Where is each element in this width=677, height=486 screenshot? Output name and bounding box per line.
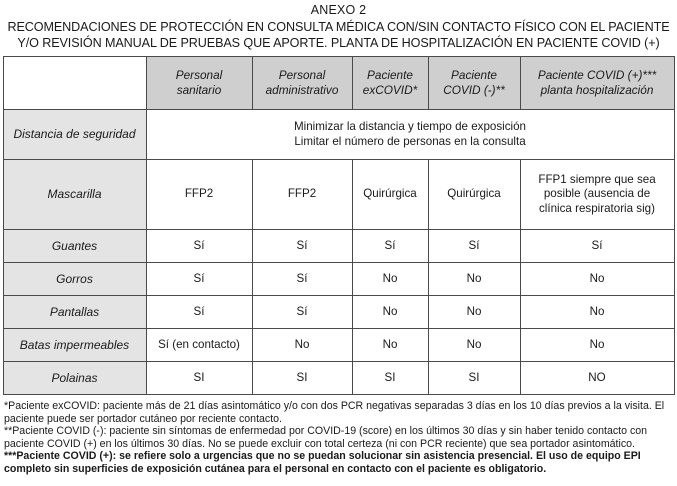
corner-cell	[2, 56, 147, 110]
column-header-paciente-covid-positivo: Paciente COVID (+)*** planta hospitaliza…	[519, 56, 675, 110]
row-header-mascarilla: Mascarilla	[2, 159, 147, 230]
cell-batas-paciente-covid-positivo: No	[519, 328, 675, 362]
column-header-line-2: sanitario	[176, 83, 222, 97]
column-header-personal-sanitario: Personal sanitario	[145, 56, 253, 110]
cell-distancia-merged: Minimizar la distancia y tiempo de expos…	[145, 109, 675, 160]
annex-label: ANEXO 2	[310, 3, 367, 17]
document-title-line-2: Y/O REVISIÓN MANUAL DE PRUEBAS QUE APORT…	[17, 36, 660, 50]
title-block: ANEXO 2 RECOMENDACIONES DE PROTECCIÓN EN…	[0, 0, 677, 51]
cell-line-2: posible (ausencia de	[543, 187, 651, 201]
footnote-line-2: equipo EPI completo sin superficies de e…	[4, 450, 641, 475]
cell-polainas-personal-administrativo: SI	[251, 361, 353, 395]
column-header-line-1: Paciente COVID (+)***	[537, 68, 657, 82]
document-title: RECOMENDACIONES DE PROTECCIÓN EN CONSULT…	[0, 18, 677, 51]
cell-line-1: Minimizar la distancia y tiempo de expos…	[294, 120, 526, 133]
cell-mascarilla-personal-administrativo: FFP2	[251, 159, 353, 230]
table-row: Mascarilla FFP2 FFP2 Quirúrgica Quirúrgi…	[2, 159, 675, 230]
table-row: Gorros Sí Sí No No No	[2, 262, 675, 296]
cell-pantallas-personal-administrativo: Sí	[251, 295, 353, 329]
cell-guantes-paciente-covid-positivo: Sí	[519, 229, 675, 263]
cell-mascarilla-paciente-covid-positivo: FFP1 siempre que sea posible (ausencia d…	[519, 159, 675, 230]
row-header-guantes: Guantes	[2, 229, 147, 263]
cell-pantallas-paciente-covid-positivo: No	[519, 295, 675, 329]
cell-polainas-paciente-excovid: SI	[351, 361, 429, 395]
cell-mascarilla-paciente-covid-negativo: Quirúrgica	[427, 159, 521, 230]
row-header-batas-impermeables: Batas impermeables	[2, 328, 147, 362]
cell-guantes-paciente-covid-negativo: Sí	[427, 229, 521, 263]
table-row: Distancia de seguridad Minimizar la dist…	[2, 109, 675, 160]
recommendations-table: Personal sanitario Personal administrati…	[2, 56, 675, 395]
column-header-line-1: Paciente	[367, 68, 413, 82]
cell-guantes-personal-sanitario: Sí	[145, 229, 253, 263]
cell-gorros-personal-administrativo: Sí	[251, 262, 353, 296]
cell-gorros-personal-sanitario: Sí	[145, 262, 253, 296]
column-header-personal-administrativo: Personal administrativo	[251, 56, 353, 110]
cell-batas-paciente-excovid: No	[351, 328, 429, 362]
cell-pantallas-paciente-excovid: No	[351, 295, 429, 329]
column-header-line-1: Paciente	[451, 68, 497, 82]
cell-mascarilla-paciente-excovid: Quirúrgica	[351, 159, 429, 230]
cell-line-1: FFP1 siempre que sea	[538, 172, 656, 186]
footnote-line-1: *Paciente exCOVID: paciente más de 21 dí…	[4, 400, 565, 412]
footnote-line-1: **Paciente COVID (-): paciente sin sínto…	[4, 425, 584, 438]
cell-gorros-paciente-covid-positivo: No	[519, 262, 675, 296]
table-row: Batas impermeables Sí (en contacto) No N…	[2, 328, 675, 362]
footnote-line-3: sea portador asintomático.	[510, 437, 635, 450]
cell-batas-paciente-covid-negativo: No	[427, 328, 521, 362]
column-header-line-2: administrativo	[265, 83, 339, 97]
footnotes: *Paciente exCOVID: paciente más de 21 dí…	[4, 400, 673, 476]
table-row: Guantes Sí Sí Sí Sí Sí	[2, 229, 675, 263]
cell-polainas-personal-sanitario: SI	[145, 361, 253, 395]
row-header-polainas: Polainas	[2, 361, 147, 395]
cell-gorros-paciente-covid-negativo: No	[427, 262, 521, 296]
cell-guantes-paciente-excovid: Sí	[351, 229, 429, 263]
column-header-line-2: exCOVID*	[362, 83, 418, 97]
footnote-line-2: contacto con paciente COVID (+) en los ú…	[4, 425, 648, 450]
footnote-covid-negativo: **Paciente COVID (-): paciente sin sínto…	[4, 425, 673, 450]
footnote-excovid: *Paciente exCOVID: paciente más de 21 dí…	[4, 400, 673, 425]
cell-guantes-personal-administrativo: Sí	[251, 229, 353, 263]
cell-batas-personal-administrativo: No	[251, 328, 353, 362]
table-body: Distancia de seguridad Minimizar la dist…	[2, 109, 675, 395]
cell-polainas-paciente-covid-negativo: SI	[427, 361, 521, 395]
table-row: Pantallas Sí Sí No No No	[2, 295, 675, 329]
cell-batas-personal-sanitario: Sí (en contacto)	[145, 328, 253, 362]
cell-line-3: clínica respiratoria sig)	[539, 201, 655, 215]
table-header: Personal sanitario Personal administrati…	[2, 56, 675, 110]
cell-polainas-paciente-covid-positivo: NO	[519, 361, 675, 395]
row-header-distancia-seguridad: Distancia de seguridad	[2, 109, 147, 160]
row-header-pantallas: Pantallas	[2, 295, 147, 329]
footnote-line-2: previos a la visita. El paciente puede s…	[4, 400, 665, 425]
cell-line-2: Limitar el número de personas en la cons…	[294, 134, 526, 148]
footnote-line-1: ***Paciente COVID (+): se refiere solo a…	[4, 450, 584, 463]
table-row: Polainas SI SI SI SI NO	[2, 361, 675, 395]
column-header-line-2: planta hospitalización	[540, 83, 654, 97]
footnote-covid-positivo: ***Paciente COVID (+): se refiere solo a…	[4, 450, 673, 475]
row-header-gorros: Gorros	[2, 262, 147, 296]
cell-pantallas-paciente-covid-negativo: No	[427, 295, 521, 329]
document-title-line-1: RECOMENDACIONES DE PROTECCIÓN EN CONSULT…	[7, 20, 670, 34]
column-header-paciente-covid-negativo: Paciente COVID (-)**	[427, 56, 521, 110]
column-header-paciente-excovid: Paciente exCOVID*	[351, 56, 429, 110]
cell-mascarilla-personal-sanitario: FFP2	[145, 159, 253, 230]
column-header-line-1: Personal	[278, 68, 326, 82]
header-row: Personal sanitario Personal administrati…	[2, 56, 675, 110]
cell-gorros-paciente-excovid: No	[351, 262, 429, 296]
column-header-line-1: Personal	[175, 68, 223, 82]
cell-pantallas-personal-sanitario: Sí	[145, 295, 253, 329]
column-header-line-2: COVID (-)**	[443, 83, 505, 97]
